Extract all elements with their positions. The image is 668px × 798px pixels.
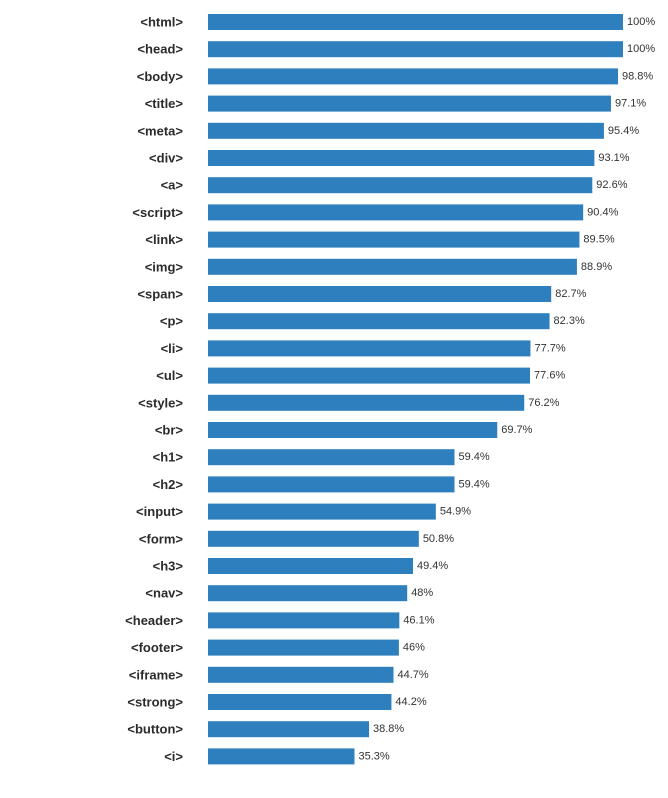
bar [208,639,399,656]
value-label: 46.1% [403,614,434,626]
value-label: 59.4% [459,478,490,490]
category-label: <link> [145,232,183,247]
value-label: 44.7% [398,669,429,681]
category-label: <form> [139,531,183,546]
value-label: 95.4% [608,125,639,137]
value-label: 88.9% [581,261,612,273]
category-label: <h1> [153,450,184,465]
value-label: 76.2% [528,397,559,409]
category-label: <span> [137,287,183,302]
bar [208,367,531,384]
category-label: <h3> [153,559,184,574]
bar [208,95,611,112]
value-label: 77.6% [534,370,565,382]
value-label: 100% [627,16,655,28]
category-label: <style> [138,395,183,410]
bar [208,313,550,330]
category-label: <footer> [131,640,183,655]
category-label: <strong> [127,695,183,710]
category-label: <li> [161,341,184,356]
bar [208,449,455,466]
bar [208,177,593,194]
bar [208,612,400,629]
value-label: 54.9% [440,506,471,518]
category-label: <div> [149,151,183,166]
bar [208,422,498,438]
category-label: <br> [155,423,184,438]
value-label: 49.4% [417,560,448,572]
category-label: <meta> [137,123,183,138]
category-label: <head> [137,42,183,57]
bar [208,558,414,574]
category-label: <img> [145,259,184,274]
value-label: 38.8% [373,723,404,735]
category-label: <header> [125,613,183,628]
bar [208,122,604,139]
category-label: <a> [161,178,184,193]
category-label: <html> [140,15,183,30]
bar [208,340,531,357]
category-label: <p> [160,314,184,329]
category-label: <script> [132,205,183,220]
value-label: 46% [403,642,425,654]
bar [208,530,419,547]
value-label: 44.2% [395,696,426,708]
category-label: <ul> [156,368,183,383]
bar [208,585,408,602]
bar [208,150,595,166]
bar [208,68,619,85]
value-label: 82.3% [554,315,585,327]
category-label: <button> [127,722,183,737]
category-label: <iframe> [129,667,184,682]
category-label: <title> [145,96,184,111]
value-label: 69.7% [501,424,532,436]
category-label: <h2> [153,477,184,492]
category-label: <i> [164,749,183,764]
value-label: 89.5% [583,234,614,246]
bar [208,748,355,765]
bar [208,204,584,221]
bar [208,503,436,520]
bar [208,666,394,683]
bar [208,41,623,58]
value-label: 77.7% [534,342,565,354]
value-label: 93.1% [598,152,629,164]
category-label: <nav> [145,586,183,601]
value-label: 97.1% [615,98,646,110]
value-label: 100% [627,43,655,55]
bar [208,476,455,493]
bar [208,721,370,738]
bar [208,286,552,302]
bar [208,14,623,30]
value-label: 92.6% [596,179,627,191]
value-label: 48% [411,587,433,599]
bar [208,231,580,248]
value-label: 35.3% [358,750,389,762]
category-label: <body> [137,69,184,84]
value-label: 59.4% [459,451,490,463]
value-label: 82.7% [555,288,586,300]
value-label: 50.8% [423,533,454,545]
bar [208,694,392,710]
value-label: 90.4% [587,206,618,218]
category-label: <input> [136,504,183,519]
value-label: 98.8% [622,70,653,82]
bar [208,258,577,275]
bar [208,394,525,411]
